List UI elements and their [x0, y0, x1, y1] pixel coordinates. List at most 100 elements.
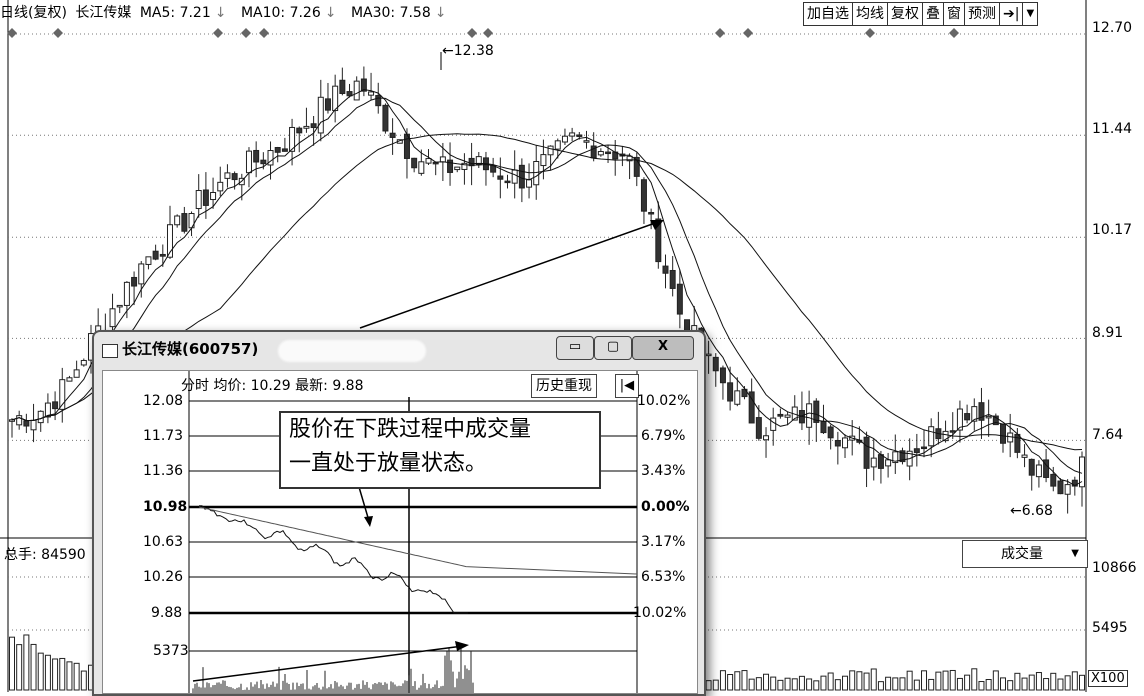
volume-bar [1014, 672, 1021, 691]
volume-bar [834, 679, 841, 691]
low-annotation: ←6.68 [1010, 503, 1053, 519]
chart-toolbar: 加自选 均线 复权 叠 窗 预测 ➔| ▼ [803, 2, 1039, 26]
candle-body [166, 224, 173, 258]
event-marker-icon [213, 28, 223, 38]
candle-body [116, 304, 123, 308]
intraday-chart-panel[interactable]: 分时 均价: 10.29 最新: 9.88 历史重现 |◀ 12.08 11.7… [102, 370, 698, 694]
volume-bar [870, 668, 877, 691]
volume-bar [913, 679, 920, 691]
high-annotation: ←12.38 [442, 43, 494, 59]
add-watchlist-button[interactable]: 加自选 [803, 2, 853, 26]
indicator-dropdown[interactable]: 成交量 ▼ [962, 540, 1088, 568]
volume-bar [992, 670, 999, 691]
maximize-button[interactable]: ▢ [594, 336, 632, 360]
candle-body [971, 406, 978, 422]
volume-bar [1043, 678, 1050, 691]
close-button[interactable]: X [632, 336, 694, 360]
volume-bar [827, 672, 834, 691]
candle-body [66, 377, 73, 382]
volume-bar [935, 671, 942, 691]
low-price-label: 6.68 [1021, 503, 1053, 519]
volume-bar [885, 676, 892, 691]
candle-body [561, 135, 568, 143]
volume-bar [1079, 674, 1085, 691]
candle-body [655, 218, 662, 263]
price-tick: 12.70 [1092, 20, 1133, 36]
candle-body [992, 415, 999, 426]
stock-name-label: 长江传媒 [75, 5, 132, 21]
chevron-down-icon: ▼ [1071, 548, 1079, 559]
ma-line-button[interactable]: 均线 [852, 2, 888, 26]
candle-body [806, 403, 813, 428]
chart-type-label[interactable]: 日线(复权) [0, 5, 67, 21]
candle-body [648, 211, 655, 215]
candle-body [375, 95, 382, 107]
candle-body [526, 179, 533, 188]
candle-body [145, 256, 152, 265]
candle-body [834, 440, 841, 447]
intraday-popup-window[interactable]: 长江传媒(600757) ▭ ▢ X 分时 均价: 10.29 最新: 9.88… [92, 330, 706, 696]
candle-body [30, 419, 37, 431]
candle-body [885, 459, 892, 467]
candle-body [418, 161, 425, 174]
candle-body [296, 127, 303, 134]
candle-body [346, 91, 353, 97]
volume-bar [820, 675, 827, 691]
minimize-button[interactable]: ▭ [556, 336, 594, 360]
candle-body [813, 400, 820, 423]
candle-body [1043, 459, 1050, 478]
event-marker-icon [259, 28, 269, 38]
candle-body [633, 156, 640, 177]
candle-body [382, 104, 389, 132]
candle-body [1021, 454, 1028, 458]
candle-body [942, 430, 949, 442]
volume-trend-arrow-line [192, 645, 464, 682]
candle-body [23, 420, 30, 427]
ma5-line [11, 88, 1083, 487]
nav-arrow-icon[interactable]: ➔| [999, 2, 1024, 26]
candle-body [1079, 456, 1085, 488]
candle-body [109, 308, 116, 328]
note-line-2: 一直处于放量状态。 [289, 451, 488, 476]
candle-body [224, 172, 231, 179]
forecast-button[interactable]: 预测 [964, 2, 1000, 26]
candle-body [1007, 432, 1014, 443]
volume-bar [52, 658, 59, 691]
history-replay-button[interactable]: 历史重现 [531, 374, 597, 398]
price-tick: 7.64 [1092, 427, 1124, 443]
overlay-button[interactable]: 叠 [922, 2, 944, 26]
candle-body [475, 156, 482, 165]
candle-body [411, 157, 418, 169]
candle-body [324, 98, 331, 111]
event-marker-icon [483, 28, 493, 38]
ma10-value: MA10: 7.26 [240, 5, 321, 21]
candle-body [202, 189, 209, 206]
intraday-pct-tick: 10.02% [633, 605, 687, 621]
chart-header: 日线(复权) 长江传媒 MA5: 7.21 ↓ MA10: 7.26 ↓ MA30:… [0, 0, 800, 26]
candle-body [80, 359, 87, 366]
window-button[interactable]: 窗 [943, 2, 965, 26]
candle-body [210, 191, 217, 201]
candle-body [16, 415, 23, 426]
adjust-button[interactable]: 复权 [887, 2, 923, 26]
price-tick: 10.17 [1092, 222, 1133, 238]
candle-body [727, 382, 734, 402]
candle-body [267, 150, 274, 166]
candle-body [921, 446, 928, 450]
volume-bar [755, 677, 762, 691]
price-tick: 8.91 [1092, 325, 1124, 341]
volume-bar [777, 679, 784, 691]
rewind-icon[interactable]: |◀ [615, 374, 639, 398]
candle-body [547, 145, 554, 156]
annotation-note: 股价在下跌过程中成交量 一直处于放量状态。 [279, 411, 601, 489]
candle-body [245, 150, 252, 174]
volume-bar [1057, 678, 1064, 691]
note-pointer-arrowhead-icon [364, 516, 373, 527]
intraday-volume-tick: 5373 [153, 643, 189, 659]
dropdown-menu-icon[interactable]: ▼ [1022, 2, 1039, 26]
volume-bar [1050, 672, 1057, 691]
candle-body [770, 417, 777, 431]
candle-body [332, 85, 339, 112]
event-marker-icon [949, 28, 959, 38]
intraday-price-tick: 10.98 [143, 499, 188, 515]
